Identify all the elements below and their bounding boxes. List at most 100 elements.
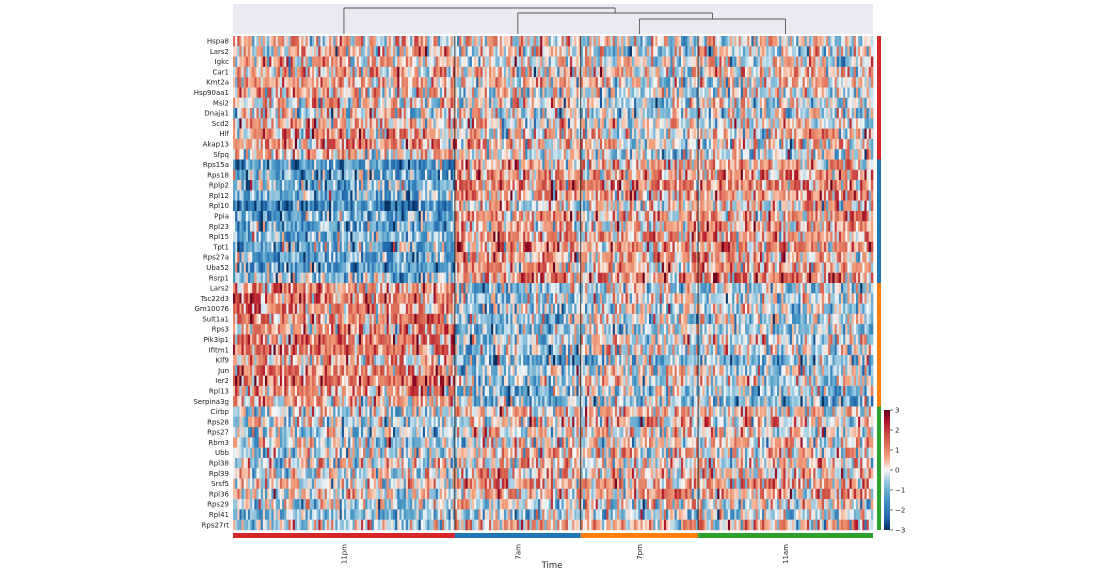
heatmap-cell — [405, 87, 409, 98]
heatmap-cell — [250, 159, 253, 170]
heatmap-cell — [503, 87, 507, 98]
heatmap-cell — [638, 77, 641, 88]
heatmap-cell — [533, 159, 537, 170]
heatmap-cell — [606, 149, 609, 160]
heatmap-cell — [757, 180, 761, 191]
heatmap-cell — [273, 87, 277, 98]
heatmap-cell — [657, 77, 661, 88]
heatmap-cell — [518, 66, 522, 78]
heatmap-cell — [565, 190, 569, 201]
heatmap-cell — [437, 180, 441, 191]
heatmap-cell — [279, 87, 283, 98]
heatmap-cell — [553, 180, 556, 191]
heatmap-cell — [638, 46, 641, 57]
heatmap-cell — [346, 138, 349, 150]
heatmap-cell — [422, 118, 426, 129]
heatmap-cell — [241, 46, 245, 57]
heatmap-cell — [252, 46, 255, 57]
heatmap-cell — [363, 87, 366, 98]
heatmap-cell — [561, 66, 565, 78]
heatmap-cell — [540, 97, 543, 109]
heatmap-cell — [301, 118, 304, 129]
heatmap-cell — [823, 128, 827, 140]
heatmap-cell — [416, 180, 419, 191]
heatmap-cell — [710, 149, 714, 160]
heatmap-cell — [574, 200, 577, 212]
heatmap-cell — [469, 138, 473, 150]
heatmap-cell — [781, 77, 784, 88]
heatmap-cell — [311, 56, 315, 68]
heatmap-cell — [742, 190, 746, 201]
heatmap-cell — [335, 118, 338, 129]
heatmap-cell — [235, 200, 238, 212]
heatmap-cell — [516, 36, 520, 47]
heatmap-cell — [567, 36, 571, 47]
heatmap-cell — [506, 118, 509, 129]
heatmap-cell — [235, 149, 238, 160]
heatmap-cell — [785, 87, 789, 98]
heatmap-cell — [830, 159, 833, 170]
heatmap-cell — [459, 149, 462, 160]
heatmap-cell — [745, 46, 748, 57]
heatmap-cell — [559, 169, 562, 181]
heatmap-cell — [533, 128, 537, 140]
heatmap-cell — [698, 46, 701, 57]
heatmap-cell — [732, 108, 735, 119]
heatmap-cell — [787, 46, 791, 57]
heatmap-cell — [672, 180, 675, 191]
heatmap-cell — [401, 36, 405, 47]
heatmap-cell — [448, 56, 451, 68]
heatmap-cell — [610, 180, 614, 191]
heatmap-cell — [352, 87, 355, 98]
heatmap-cell — [414, 138, 417, 150]
heatmap-cell — [796, 118, 799, 129]
heatmap-cell — [702, 138, 705, 150]
heatmap-cell — [339, 138, 343, 150]
heatmap-cell — [510, 118, 513, 129]
heatmap-cell — [288, 180, 291, 191]
heatmap-cell — [478, 138, 481, 150]
heatmap-cell — [322, 149, 326, 160]
heatmap-cell — [365, 36, 368, 47]
heatmap-cell — [459, 118, 462, 129]
heatmap-cell — [678, 46, 682, 57]
heatmap-cell — [346, 97, 349, 109]
heatmap-cell — [646, 149, 650, 160]
heatmap-cell — [465, 118, 469, 129]
heatmap-cell — [480, 66, 483, 78]
heatmap-cell — [674, 97, 678, 109]
heatmap-cell — [608, 169, 611, 181]
heatmap-cell — [559, 108, 562, 119]
heatmap-cell — [254, 169, 257, 181]
heatmap-cell — [580, 138, 584, 150]
heatmap-cell — [337, 128, 341, 140]
heatmap-cell — [548, 128, 552, 140]
heatmap-cell — [614, 118, 618, 129]
heatmap-cell — [740, 118, 744, 129]
heatmap-cell — [254, 138, 257, 150]
heatmap-cell — [642, 149, 646, 160]
heatmap-cell — [755, 118, 759, 129]
heatmap-cell — [258, 128, 262, 140]
heatmap-cell — [258, 169, 262, 181]
heatmap-cell — [235, 180, 238, 191]
heatmap-cell — [561, 97, 565, 109]
heatmap-cell — [395, 200, 398, 212]
heatmap-cell — [463, 138, 466, 150]
heatmap-cell — [471, 36, 475, 47]
heatmap-cell — [326, 118, 330, 129]
heatmap-cell — [484, 56, 488, 68]
heatmap-cell — [817, 56, 821, 68]
heatmap-cell — [277, 169, 281, 181]
heatmap-cell — [591, 77, 594, 88]
heatmap-cell — [723, 36, 727, 47]
heatmap-cell — [414, 118, 417, 129]
heatmap-cell — [845, 159, 848, 170]
heatmap-cell — [516, 46, 520, 57]
heatmap-cell — [866, 128, 870, 140]
heatmap-cell — [651, 138, 654, 150]
heatmap-cell — [836, 190, 840, 201]
heatmap-cell — [493, 159, 496, 170]
heatmap-cell — [766, 159, 769, 170]
heatmap-cell — [757, 46, 761, 57]
